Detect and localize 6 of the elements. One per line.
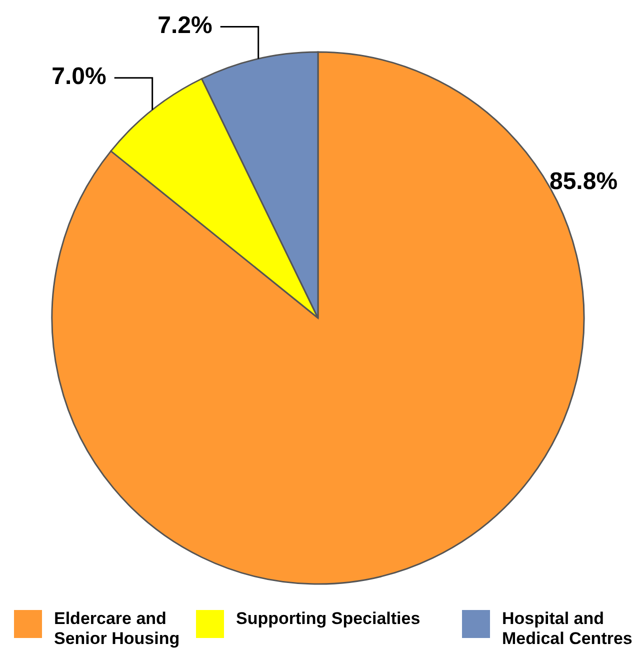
data-label: 7.0% <box>52 63 106 90</box>
data-label: 85.8% <box>549 168 618 196</box>
legend-label: Supporting Specialties <box>236 609 420 628</box>
legend-label: Hospital and Medical Centres <box>502 609 632 648</box>
slice-label: Eldercare and Senior Housing <box>54 609 180 648</box>
data-label: 7.2% <box>158 12 212 40</box>
